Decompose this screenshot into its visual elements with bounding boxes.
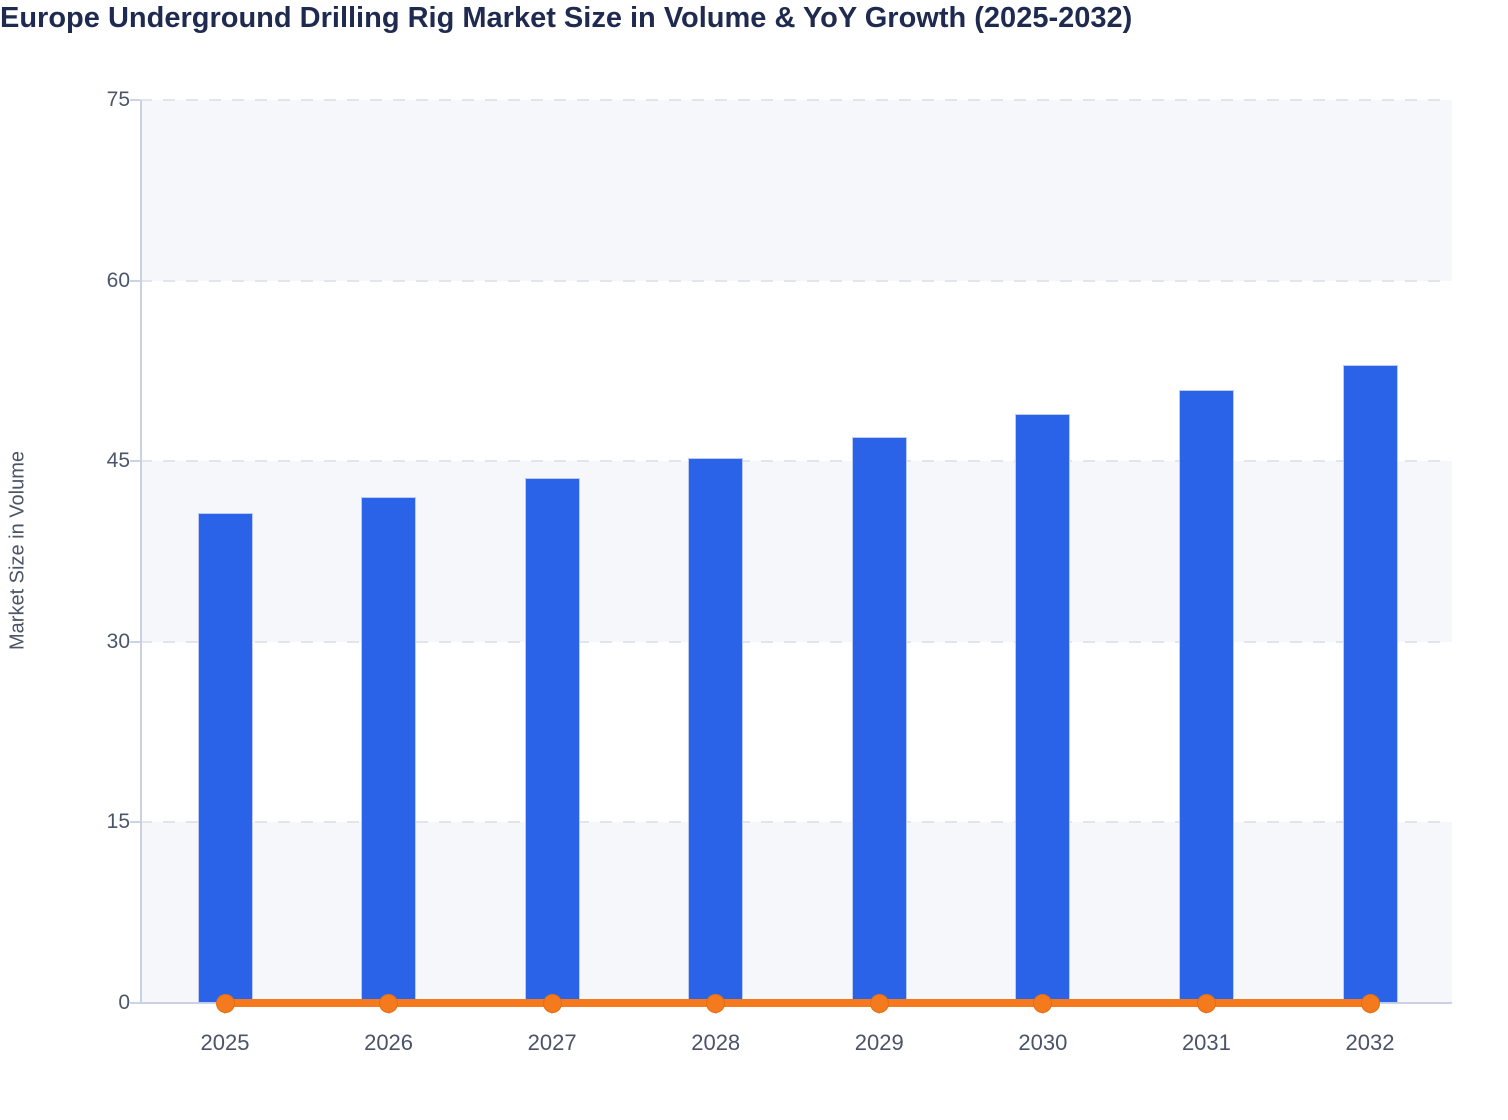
yoy-marker-2028[interactable] [706,993,726,1013]
gridline-30 [140,640,1448,643]
bar-2029[interactable] [851,437,907,1003]
y-tick-label-45: 45 [106,449,130,473]
plot-band [142,461,1452,642]
bar-2031[interactable] [1178,390,1234,1003]
bar-2026[interactable] [361,497,417,1003]
bar-2032[interactable] [1342,364,1398,1003]
y-tick-75 [130,99,140,101]
yoy-marker-2025[interactable] [215,993,235,1013]
plot-band [142,641,1452,823]
yoy-marker-2030[interactable] [1033,993,1053,1013]
growth-line [225,999,1370,1007]
x-tick-label-2025: 2025 [200,1030,250,1055]
plot-band [142,280,1452,462]
chart-title: Europe Underground Drilling Rig Market S… [0,2,1133,34]
y-tick-label-15: 15 [106,810,130,834]
y-tick-label-75: 75 [106,88,130,111]
gridline-75 [140,99,1448,101]
gridline-60 [140,279,1448,282]
bar-2027[interactable] [524,478,580,1003]
x-tick-label-2031: 2031 [1181,1030,1231,1055]
x-tick-label-2032: 2032 [1345,1030,1395,1055]
bar-2030[interactable] [1015,414,1071,1003]
x-tick-label-2029: 2029 [854,1030,904,1055]
plot-band [142,822,1452,1003]
y-tick-30 [130,640,140,643]
y-axis-title: Market Size in Volume [6,451,29,650]
y-tick-label-0: 0 [118,991,130,1014]
bar-2028[interactable] [688,457,744,1003]
y-tick-15 [130,821,140,824]
y-tick-60 [130,279,140,282]
y-axis-line [140,100,142,1003]
x-tick-label-2030: 2030 [1018,1030,1068,1055]
y-tick-label-30: 30 [106,629,130,653]
gridline-15 [140,821,1448,824]
y-tick-0 [130,1002,140,1004]
yoy-marker-2032[interactable] [1360,993,1380,1013]
yoy-marker-2029[interactable] [869,993,889,1013]
yoy-marker-2027[interactable] [542,993,562,1013]
plot-band [142,100,1452,281]
yoy-marker-2026[interactable] [379,993,399,1013]
x-tick-label-2028: 2028 [691,1030,741,1055]
y-tick-45 [130,460,140,463]
x-tick-label-2026: 2026 [364,1030,414,1055]
yoy-marker-2031[interactable] [1196,993,1216,1013]
bar-2025[interactable] [197,512,253,1003]
y-tick-label-60: 60 [106,268,130,292]
x-tick-label-2027: 2027 [527,1030,577,1055]
gridline-45 [140,460,1448,463]
